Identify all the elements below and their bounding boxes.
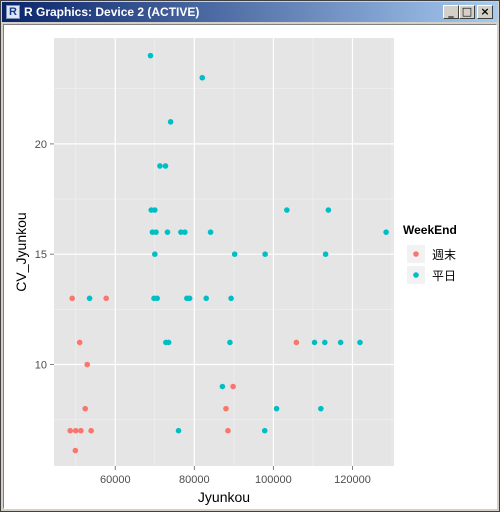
data-point-weekday xyxy=(219,383,226,390)
plot-area: 60000 80000 100000 120000 10 15 20 Jyunkou CV… xyxy=(3,24,497,509)
y-tick-label: 20 xyxy=(35,139,47,151)
legend-key-point xyxy=(413,272,419,278)
data-points xyxy=(67,52,389,454)
close-button[interactable]: × xyxy=(477,5,493,19)
r-app-icon: R xyxy=(6,5,20,19)
window-title: R Graphics: Device 2 (ACTIVE) xyxy=(24,5,200,19)
y-tick-label: 10 xyxy=(35,360,47,372)
data-point-weekend xyxy=(103,295,109,302)
legend-label: 週末 xyxy=(432,248,456,262)
data-point-weekday xyxy=(262,251,268,258)
data-point-weekday xyxy=(157,163,163,169)
data-point-weekday xyxy=(167,119,174,125)
data-point-weekend xyxy=(82,405,89,412)
x-tick-label: 120000 xyxy=(334,474,371,486)
data-point-weekend xyxy=(84,361,91,368)
panel-background xyxy=(54,38,394,466)
x-tick-label: 100000 xyxy=(255,474,292,486)
data-point-weekday xyxy=(162,163,169,169)
data-point-weekday xyxy=(228,295,234,302)
data-point-weekend xyxy=(88,427,94,434)
data-point-weekend xyxy=(72,447,79,454)
data-point-weekday xyxy=(383,229,389,235)
data-point-weekend xyxy=(67,427,74,434)
data-point-weekday xyxy=(147,52,154,59)
plot-panel xyxy=(54,38,394,466)
data-point-weekend xyxy=(76,339,83,346)
data-point-weekday xyxy=(154,295,160,302)
data-point-weekday xyxy=(322,339,328,346)
data-point-weekday xyxy=(178,229,184,235)
scatter-chart: 60000 80000 100000 120000 10 15 20 Jyunkou CV… xyxy=(13,38,457,505)
data-point-weekday xyxy=(199,74,206,81)
data-point-weekday xyxy=(311,339,318,346)
data-point-weekday xyxy=(261,427,268,434)
data-point-weekday xyxy=(325,207,332,213)
y-tick-label: 15 xyxy=(35,249,47,261)
legend-title: WeekEnd xyxy=(403,223,457,237)
data-point-weekday xyxy=(337,339,344,346)
minimize-button[interactable]: _ xyxy=(443,5,459,19)
legend-label: 平日 xyxy=(432,269,456,283)
y-axis-title: CV_Jyunkou xyxy=(13,212,29,291)
data-point-weekday xyxy=(207,229,214,235)
data-point-weekend xyxy=(293,339,300,346)
x-tick-label: 60000 xyxy=(100,474,131,486)
y-axis: 10 15 20 xyxy=(35,139,54,372)
data-point-weekday xyxy=(153,229,159,235)
title-bar[interactable]: R R Graphics: Device 2 (ACTIVE) _ □ × xyxy=(2,2,498,22)
data-point-weekday xyxy=(318,405,324,412)
data-point-weekday xyxy=(231,251,238,258)
data-point-weekend xyxy=(225,427,231,434)
data-point-weekday xyxy=(152,251,158,258)
data-point-weekday xyxy=(273,405,280,412)
x-tick-label: 80000 xyxy=(179,474,210,486)
legend-key-point xyxy=(413,251,419,257)
x-axis-title: Jyunkou xyxy=(198,489,250,505)
data-point-weekday xyxy=(164,229,171,235)
data-point-weekday xyxy=(322,251,329,258)
data-point-weekend xyxy=(223,405,229,412)
x-axis: 60000 80000 100000 120000 xyxy=(100,466,371,486)
data-point-weekday xyxy=(284,207,290,213)
data-point-weekday xyxy=(203,295,210,302)
data-point-weekday xyxy=(152,207,158,213)
data-point-weekend xyxy=(69,295,75,302)
data-point-weekend xyxy=(72,427,79,434)
data-point-weekday xyxy=(182,229,188,235)
data-point-weekday xyxy=(165,339,172,346)
data-point-weekday xyxy=(175,427,182,434)
data-point-weekday xyxy=(186,295,193,302)
data-point-weekend xyxy=(230,383,236,390)
maximize-button[interactable]: □ xyxy=(459,5,475,19)
data-point-weekday xyxy=(86,295,93,302)
data-point-weekend xyxy=(78,427,84,434)
data-point-weekday xyxy=(357,339,363,346)
data-point-weekday xyxy=(227,339,233,346)
